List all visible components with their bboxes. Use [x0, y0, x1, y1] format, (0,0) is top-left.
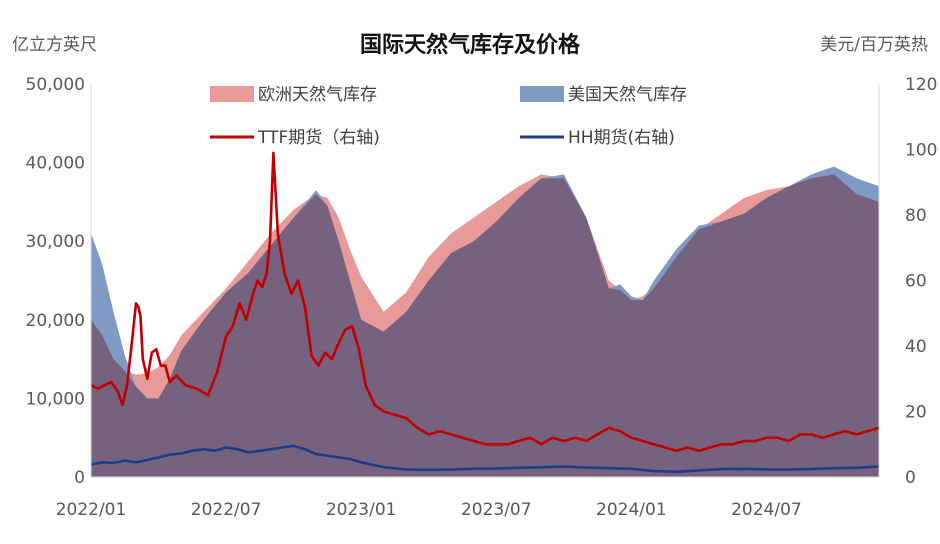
- left-y-tick-label: 0: [74, 468, 85, 488]
- right-y-tick-label: 40: [905, 337, 927, 357]
- right-axis-unit: 美元/百万英热: [820, 35, 928, 55]
- right-y-tick-label: 80: [905, 206, 927, 226]
- x-tick-label: 2022/01: [56, 500, 127, 520]
- left-y-tick-label: 30,000: [26, 232, 85, 252]
- storage-overlap-area: [91, 174, 879, 477]
- left-y-tick-label: 10,000: [26, 389, 85, 409]
- storage-areas: [91, 166, 879, 477]
- x-tick-label: 2023/01: [326, 500, 397, 520]
- x-tick-label: 2022/07: [191, 500, 262, 520]
- x-tick-label: 2023/07: [461, 500, 532, 520]
- right-y-tick-label: 60: [905, 272, 927, 292]
- axes: 0 10,000 20,000 30,000 40,000 50,000 0 20 40 60 80…: [26, 75, 938, 520]
- x-tick-label: 2024/01: [596, 500, 667, 520]
- ttf-futures-line: [90, 151, 880, 453]
- chart-title: 国际天然气库存及价格: [360, 32, 581, 58]
- legend: 欧洲天然气库存 美国天然气库存 TTF期货（右轴) HH期货(右轴): [210, 85, 687, 148]
- left-axis-unit: 亿立方英尺: [12, 35, 97, 55]
- right-y-tick-label: 100: [905, 141, 937, 161]
- x-tick-label: 2024/07: [731, 500, 802, 520]
- legend-label-eu-storage: 欧洲天然气库存: [258, 85, 377, 105]
- hh-futures-line: [90, 444, 880, 474]
- legend-label-ttf: TTF期货（右轴): [257, 128, 380, 148]
- right-y-tick-label: 0: [905, 468, 916, 488]
- legend-label-hh: HH期货(右轴): [568, 128, 675, 148]
- left-y-tick-label: 40,000: [26, 154, 85, 174]
- price-lines: [90, 151, 880, 474]
- legend-label-us-storage: 美国天然气库存: [568, 85, 687, 105]
- left-y-tick-label: 50,000: [26, 75, 85, 95]
- left-y-tick-label: 20,000: [26, 311, 85, 331]
- right-y-tick-label: 20: [905, 403, 927, 423]
- legend-swatch-us-storage: [520, 86, 564, 102]
- right-y-tick-label: 120: [905, 75, 937, 95]
- legend-swatch-eu-storage: [210, 86, 254, 102]
